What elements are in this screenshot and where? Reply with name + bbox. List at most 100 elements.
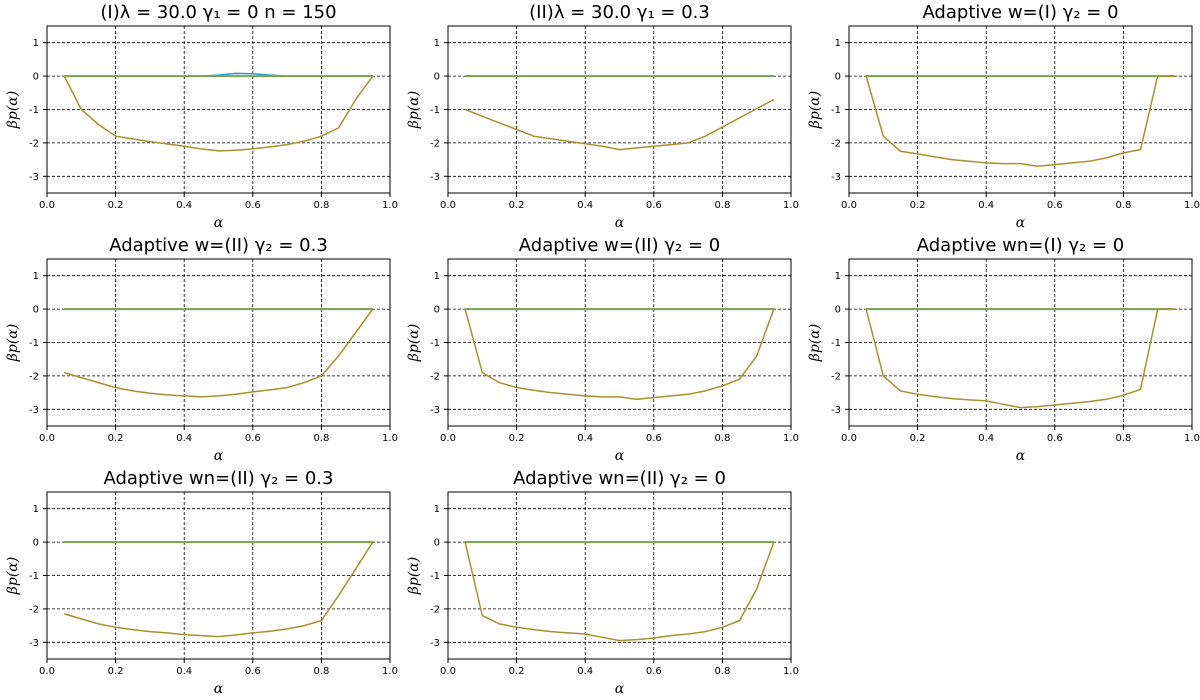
x-tick-label: 0.6 <box>646 200 662 211</box>
x-tick-label: 0.4 <box>176 666 192 677</box>
y-tick-label: -1 <box>430 338 440 349</box>
series-line-3 <box>63 541 374 638</box>
x-axis-label: α <box>615 215 625 231</box>
y-tick-label: 0 <box>434 538 440 549</box>
x-tick-label: 0.2 <box>509 200 525 211</box>
y-tick-label: 0 <box>434 305 440 316</box>
y-tick-label: -2 <box>430 371 440 382</box>
y-axis-label: βp(α) <box>807 91 823 129</box>
x-tick-label: 0.8 <box>313 200 329 211</box>
x-axis-label: α <box>214 448 224 464</box>
subplot-1: 0.0 0.2 0.4 0.6 0.8 1.0 1 0 -1 -2 -3 (I)λ = 30.0 γ₁… <box>5 2 398 231</box>
y-tick-label: -1 <box>29 571 39 582</box>
y-tick-label: -2 <box>831 138 841 149</box>
x-tick-label: 1.0 <box>382 433 398 444</box>
x-axis-label: α <box>214 681 224 697</box>
x-tick-label: 0.0 <box>39 666 55 677</box>
y-tick-label: 0 <box>33 72 39 83</box>
y-tick-label: -2 <box>430 138 440 149</box>
y-tick-label: -1 <box>29 105 39 116</box>
y-tick-label: -3 <box>29 638 39 649</box>
x-tick-label: 0.6 <box>646 433 662 444</box>
x-tick-label: 1.0 <box>1184 433 1200 444</box>
x-tick-label: 0.4 <box>577 433 593 444</box>
x-axis-label: α <box>615 448 625 464</box>
x-tick-label: 0.2 <box>108 433 124 444</box>
y-axis-label: βp(α) <box>5 324 21 362</box>
x-tick-label: 0.8 <box>313 666 329 677</box>
x-axis-label: α <box>1016 448 1026 464</box>
x-tick-label: 1.0 <box>783 433 799 444</box>
x-tick-label: 0.0 <box>39 433 55 444</box>
x-tick-label: 0.0 <box>440 666 456 677</box>
series-line-3 <box>464 98 775 151</box>
x-tick-label: 0.4 <box>978 200 994 211</box>
subplot-5: 0.0 0.2 0.4 0.6 0.8 1.0 1 0 -1 -2 -3 Adaptive w=(II… <box>406 235 799 464</box>
y-tick-label: 0 <box>434 72 440 83</box>
subplot-7: 0.0 0.2 0.4 0.6 0.8 1.0 1 0 -1 -2 -3 Adaptive wn=(I… <box>5 468 398 697</box>
y-tick-label: -1 <box>430 571 440 582</box>
series-line-3 <box>464 308 775 401</box>
y-tick-label: 1 <box>835 271 841 282</box>
x-tick-label: 1.0 <box>382 200 398 211</box>
x-axis-label: α <box>214 215 224 231</box>
subplot-8: 0.0 0.2 0.4 0.6 0.8 1.0 1 0 -1 -2 -3 Adaptive wn=(I… <box>406 468 799 697</box>
x-tick-label: 0.8 <box>1115 200 1131 211</box>
x-tick-label: 0.6 <box>245 433 261 444</box>
x-tick-label: 0.2 <box>910 433 926 444</box>
y-tick-label: -3 <box>29 172 39 183</box>
y-tick-label: 1 <box>33 38 39 49</box>
x-tick-label: 1.0 <box>1184 200 1200 211</box>
y-tick-label: 1 <box>835 38 841 49</box>
x-tick-label: 0.0 <box>440 200 456 211</box>
y-tick-label: -1 <box>29 338 39 349</box>
y-tick-label: -2 <box>29 371 39 382</box>
y-tick-label: -3 <box>29 405 39 416</box>
x-tick-label: 0.8 <box>313 433 329 444</box>
series-line-3 <box>63 308 374 398</box>
y-tick-label: -2 <box>430 604 440 615</box>
x-tick-label: 1.0 <box>783 200 799 211</box>
x-tick-label: 0.8 <box>714 200 730 211</box>
y-tick-label: 1 <box>33 271 39 282</box>
y-tick-label: -2 <box>29 604 39 615</box>
y-tick-label: 1 <box>434 38 440 49</box>
subplot-title: (I)λ = 30.0 γ₁ = 0 n = 150 <box>100 2 336 23</box>
x-tick-label: 0.2 <box>910 200 926 211</box>
x-tick-label: 0.4 <box>577 666 593 677</box>
series-line-3 <box>865 308 1175 409</box>
subplot-title: Adaptive w=(II) γ₂ = 0.3 <box>109 235 328 256</box>
x-tick-label: 0.0 <box>440 433 456 444</box>
x-tick-label: 0.4 <box>577 200 593 211</box>
x-tick-label: 0.6 <box>646 666 662 677</box>
series-line-3 <box>464 541 775 642</box>
y-tick-label: 0 <box>33 305 39 316</box>
x-tick-label: 0.0 <box>39 200 55 211</box>
y-tick-label: 0 <box>835 72 841 83</box>
subplot-title: Adaptive w=(II) γ₂ = 0 <box>519 235 720 256</box>
y-tick-label: 0 <box>33 538 39 549</box>
x-axis-label: α <box>1016 215 1026 231</box>
series-line-3 <box>63 75 374 152</box>
subplot-title: Adaptive wn=(I) γ₂ = 0 <box>917 235 1125 256</box>
x-tick-label: 0.2 <box>509 433 525 444</box>
subplot-4: 0.0 0.2 0.4 0.6 0.8 1.0 1 0 -1 -2 -3 Adaptive w=(II… <box>5 235 398 464</box>
x-tick-label: 0.8 <box>1115 433 1131 444</box>
x-tick-label: 0.0 <box>841 200 857 211</box>
x-tick-label: 0.4 <box>176 200 192 211</box>
y-axis-label: βp(α) <box>406 91 422 129</box>
subplot-title: Adaptive wn=(II) γ₂ = 0.3 <box>103 468 333 489</box>
y-tick-label: 1 <box>434 271 440 282</box>
x-tick-label: 1.0 <box>783 666 799 677</box>
y-tick-label: -1 <box>831 338 841 349</box>
y-axis-label: βp(α) <box>5 557 21 595</box>
subplot-3: 0.0 0.2 0.4 0.6 0.8 1.0 1 0 -1 -2 -3 Adaptive w=(I)… <box>807 2 1200 231</box>
x-tick-label: 0.2 <box>108 666 124 677</box>
subplot-title: (II)λ = 30.0 γ₁ = 0.3 <box>529 2 710 23</box>
x-tick-label: 0.6 <box>1047 200 1063 211</box>
x-tick-label: 0.2 <box>108 200 124 211</box>
x-tick-label: 1.0 <box>382 666 398 677</box>
x-tick-label: 0.6 <box>245 200 261 211</box>
y-axis-label: βp(α) <box>807 324 823 362</box>
